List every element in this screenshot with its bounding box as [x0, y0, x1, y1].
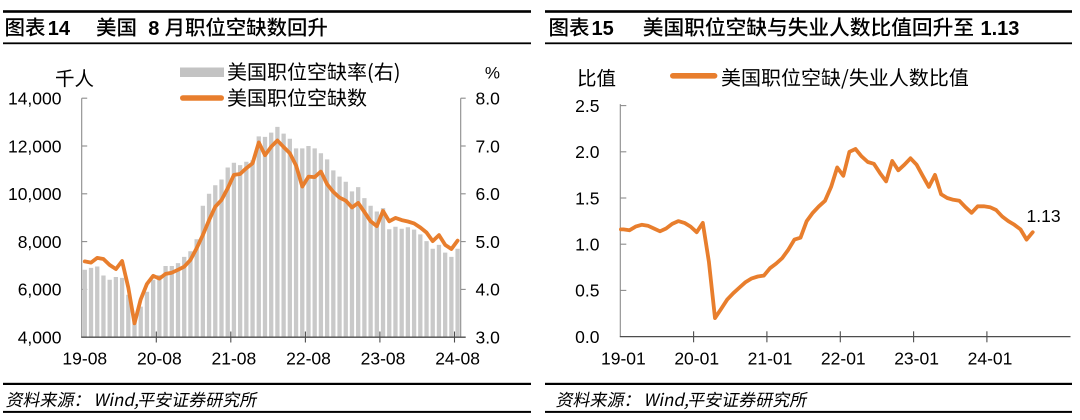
svg-text:1.5: 1.5 [575, 188, 599, 208]
svg-text:14,000: 14,000 [8, 89, 62, 109]
svg-text:1.0: 1.0 [575, 235, 600, 255]
svg-text:20-01: 20-01 [674, 348, 719, 368]
svg-text:0.0: 0.0 [575, 327, 600, 347]
svg-text:24-01: 24-01 [968, 348, 1013, 368]
svg-text:2.0: 2.0 [575, 142, 600, 162]
svg-text:12,000: 12,000 [8, 136, 62, 156]
svg-text:22-08: 22-08 [286, 348, 331, 368]
svg-text:22-01: 22-01 [821, 348, 866, 368]
svg-text:4,000: 4,000 [18, 328, 62, 348]
svg-text:5.0: 5.0 [476, 232, 501, 252]
svg-text:%: % [485, 63, 500, 82]
svg-text:8,000: 8,000 [18, 232, 62, 252]
svg-text:8.0: 8.0 [476, 89, 501, 109]
svg-text:10,000: 10,000 [8, 184, 62, 204]
svg-text:0.5: 0.5 [575, 281, 599, 301]
svg-text:19-01: 19-01 [601, 348, 646, 368]
svg-text:4.0: 4.0 [476, 280, 501, 300]
svg-text:1.13: 1.13 [1027, 206, 1061, 226]
svg-text:1.13: 1.13 [981, 18, 1020, 40]
svg-text:8: 8 [148, 18, 159, 40]
svg-text:23-08: 23-08 [361, 348, 406, 368]
svg-text:15: 15 [592, 18, 614, 40]
svg-text:19-08: 19-08 [62, 348, 107, 368]
svg-text:3.0: 3.0 [476, 328, 501, 348]
svg-text:20-08: 20-08 [137, 348, 182, 368]
svg-text:6.0: 6.0 [476, 184, 501, 204]
svg-text:23-01: 23-01 [894, 348, 939, 368]
svg-text:7.0: 7.0 [476, 136, 501, 156]
svg-text:24-08: 24-08 [435, 348, 480, 368]
svg-text:14: 14 [48, 18, 71, 40]
svg-text:21-01: 21-01 [748, 348, 793, 368]
svg-text:21-08: 21-08 [212, 348, 257, 368]
svg-text:6,000: 6,000 [18, 280, 62, 300]
svg-text:2.5: 2.5 [575, 96, 599, 116]
